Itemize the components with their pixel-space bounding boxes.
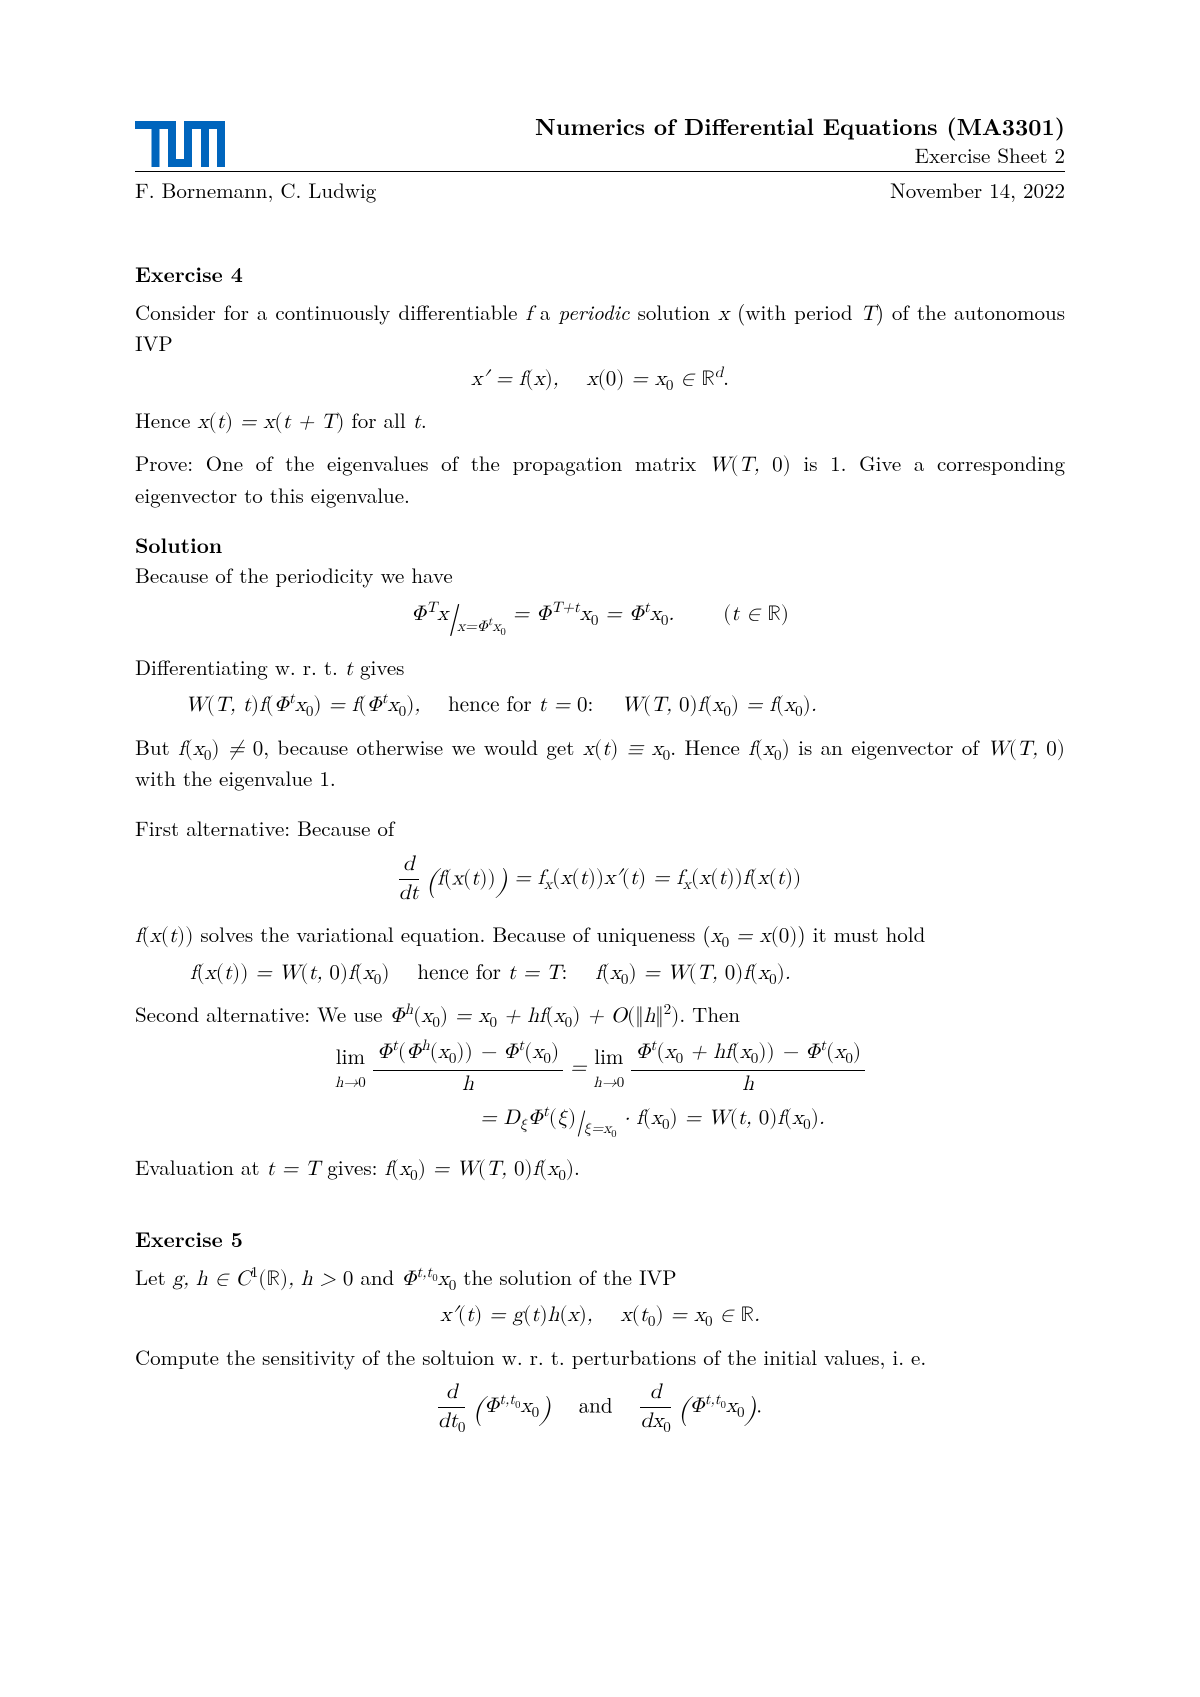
- sol-line4: f(x(t)) solves the variational equation.…: [135, 920, 1065, 951]
- authors: F. Bornemann, C. Ludwig: [135, 176, 376, 204]
- course-title: Numerics of Differential Equations (MA33…: [535, 110, 1065, 141]
- ex5-line2: Compute the sensitivity of the soltuion …: [135, 1343, 1065, 1371]
- solution-title: Solution: [135, 531, 1065, 559]
- document-page: Numerics of Differential Equations (MA33…: [0, 0, 1200, 1697]
- sol-eval: Evaluation at t = T gives: f(x0) = W(T, …: [135, 1153, 1065, 1184]
- exercise-5-title: Exercise 5: [135, 1225, 1065, 1253]
- ex4-ivp-eq: x′ = f(x), x(0) = x0 ∈ ℝd.: [135, 366, 1065, 394]
- ex5-eq1: x′(t) = g(t)h(x), x(t0) = x0 ∈ ℝ.: [135, 1302, 1065, 1330]
- sol-eq2: W(T, t)f(Φtx0) = f(Φtx0), hence for t = …: [135, 692, 1065, 720]
- sheet-title: Exercise Sheet 2: [535, 141, 1065, 169]
- ex5-line1: Let g, h ∈ C1(ℝ), h > 0 and Φt,t0x0 the …: [135, 1263, 1065, 1294]
- ex5-eq2: d dt0 (Φt,t0x0) and d dx0 (Φt,t0x0).: [135, 1379, 1065, 1437]
- sol-line3: But f(x0) ≠ 0, because otherwise we woul…: [135, 733, 1065, 793]
- sol-alt1: First alternative: Because of: [135, 814, 1065, 842]
- subheader: F. Bornemann, C. Ludwig November 14, 202…: [135, 176, 1065, 204]
- sol-eq1: ΦTx|x=Φtx0 = ΦT+tx0 = Φtx0. (t ∈ ℝ): [135, 598, 1065, 641]
- sol-eq5: lim h→0 Φt(Φh(x0)) − Φt(x0) h = lim h→0 …: [135, 1039, 1065, 1141]
- header-right: Numerics of Differential Equations (MA33…: [535, 110, 1065, 169]
- ex4-intro: Consider for a continuously differentiab…: [135, 298, 1065, 358]
- exercise-4-title: Exercise 4: [135, 260, 1065, 288]
- sol-eq3: d dt (f(x(t))) = fx(x(t))x′(t) = fx(x(t)…: [135, 851, 1065, 909]
- sol-eq4: f(x(t)) = W(t, 0)f(x0) hence for t = T: …: [135, 960, 1065, 988]
- header: Numerics of Differential Equations (MA33…: [135, 110, 1065, 172]
- sol-line1: Because of the periodicity we have: [135, 561, 1065, 589]
- tum-logo: [135, 121, 225, 167]
- ex4-hence: Hence x(t) = x(t + T) for all t.: [135, 406, 1065, 437]
- sol-alt2: Second alternative: We use Φh(x0) = x0 +…: [135, 1000, 1065, 1031]
- sol-line2: Differentiating w. r. t. t gives: [135, 653, 1065, 684]
- date: November 14, 2022: [890, 176, 1065, 204]
- ex4-prove: Prove: One of the eigenvalues of the pro…: [135, 449, 1065, 509]
